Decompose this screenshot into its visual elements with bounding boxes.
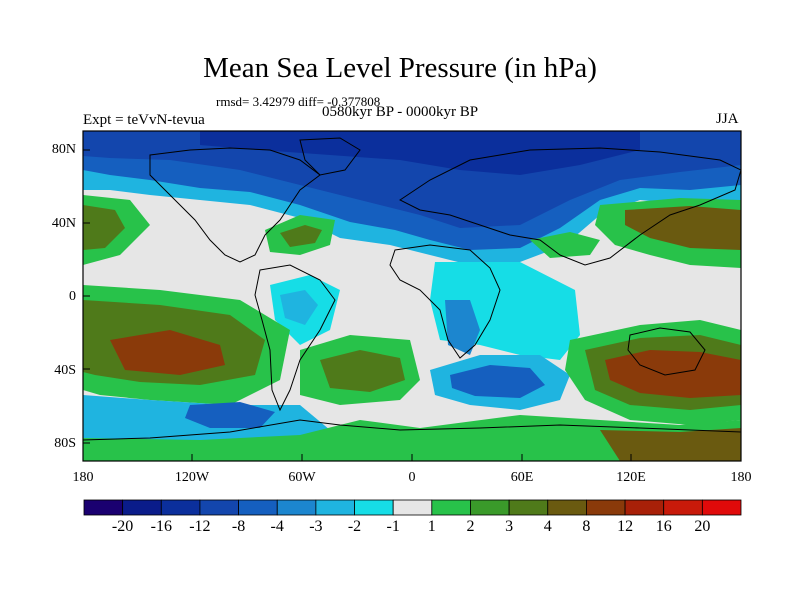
colorbar-box-0 [83, 499, 124, 516]
colorbar-box-7 [354, 499, 394, 516]
lon-tick-180w: 180 [72, 470, 94, 485]
colorbar-box-2 [160, 499, 201, 516]
north-america-coastline [149, 147, 321, 263]
colorbar-label: 4 [543, 518, 552, 535]
colorbar-box-8 [392, 499, 433, 516]
lat-tick-40s: 40S [54, 363, 76, 378]
colorbar-label: -1 [386, 518, 400, 535]
colorbar-box-12 [547, 499, 587, 516]
south-indian-low-core [450, 365, 545, 398]
colorbar-box-14 [624, 499, 665, 516]
south-america-coastline [254, 264, 336, 412]
greenland-coastline [299, 137, 361, 176]
lat-tick-80n: 80N [51, 142, 76, 157]
north-pacific-high-west-core [83, 205, 125, 250]
period-label: 0580kyr BP - 0000kyr BP [322, 104, 479, 120]
lat-tick-80s: 80S [54, 436, 76, 451]
colorbar-label: -12 [189, 518, 211, 535]
colorbar-box-15 [663, 499, 703, 516]
colorbar-label: -8 [231, 518, 246, 535]
colorbar-label: -20 [111, 518, 134, 535]
colorbar-box-4 [238, 499, 278, 516]
lon-tick-60e: 60E [510, 470, 534, 485]
experiment-label: Expt = teVvN-tevua [83, 112, 205, 128]
colorbar-label: -2 [347, 518, 362, 535]
lon-tick-0: 0 [408, 470, 416, 485]
eurasia-coastline [399, 147, 741, 266]
asian-high-core [625, 206, 741, 250]
colorbar-box-3 [199, 499, 239, 516]
african-low-core [445, 300, 480, 355]
southern-ocean-low-west-core [185, 402, 275, 428]
colorbar-box-5 [276, 499, 317, 516]
colorbar-label: 2 [466, 518, 475, 535]
colorbar-label: 16 [655, 518, 672, 535]
lat-tick-40n: 40N [51, 216, 76, 231]
rmsd-diff-stats: rmsd= 3.42979 diff= -0.377808 [216, 94, 381, 109]
colorbar-label: 20 [694, 518, 711, 535]
antarctica-coastline [83, 419, 741, 441]
pressure-field [83, 131, 741, 461]
tropical-atlantic-low-core [280, 290, 318, 325]
colorbar-box-10 [470, 499, 510, 516]
lon-tick-120w: 120W [174, 470, 210, 485]
south-atlantic-high-core [320, 350, 405, 392]
colorbar-label: 3 [505, 518, 514, 535]
colorbar-label: 12 [617, 518, 634, 535]
lon-tick-60w: 60W [288, 470, 316, 485]
colorbar-label: -16 [150, 518, 172, 535]
colorbar [83, 499, 742, 516]
colorbar-box-16 [701, 499, 742, 516]
lat-tick-0: 0 [69, 289, 76, 304]
arctic-low-center [200, 131, 640, 175]
africa-coastline [389, 244, 501, 359]
colorbar-label: 1 [427, 518, 436, 535]
colorbar-label: -4 [270, 518, 284, 535]
coastlines [83, 137, 741, 441]
colorbar-box-6 [315, 499, 355, 516]
map-title: Mean Sea Level Pressure (in hPa) [203, 52, 597, 84]
season-label: JJA [716, 111, 739, 127]
lon-tick-120e: 120E [616, 470, 646, 485]
australia-coastline [627, 327, 706, 376]
arabian-high-band [530, 232, 600, 258]
antarctic-high-core [600, 428, 741, 461]
colorbar-box-13 [586, 499, 626, 516]
colorbar-box-1 [122, 499, 162, 516]
colorbar-box-9 [431, 499, 471, 516]
antarctic-high-belt [83, 415, 741, 461]
north-atlantic-high-core [280, 225, 322, 247]
colorbar-box-11 [508, 499, 549, 516]
axis-tick-marks [83, 149, 632, 461]
south-pacific-high-core [110, 330, 225, 375]
colorbar-label: 8 [582, 518, 591, 535]
colorbar-label: -3 [309, 518, 323, 535]
lon-tick-180e: 180 [730, 470, 752, 485]
